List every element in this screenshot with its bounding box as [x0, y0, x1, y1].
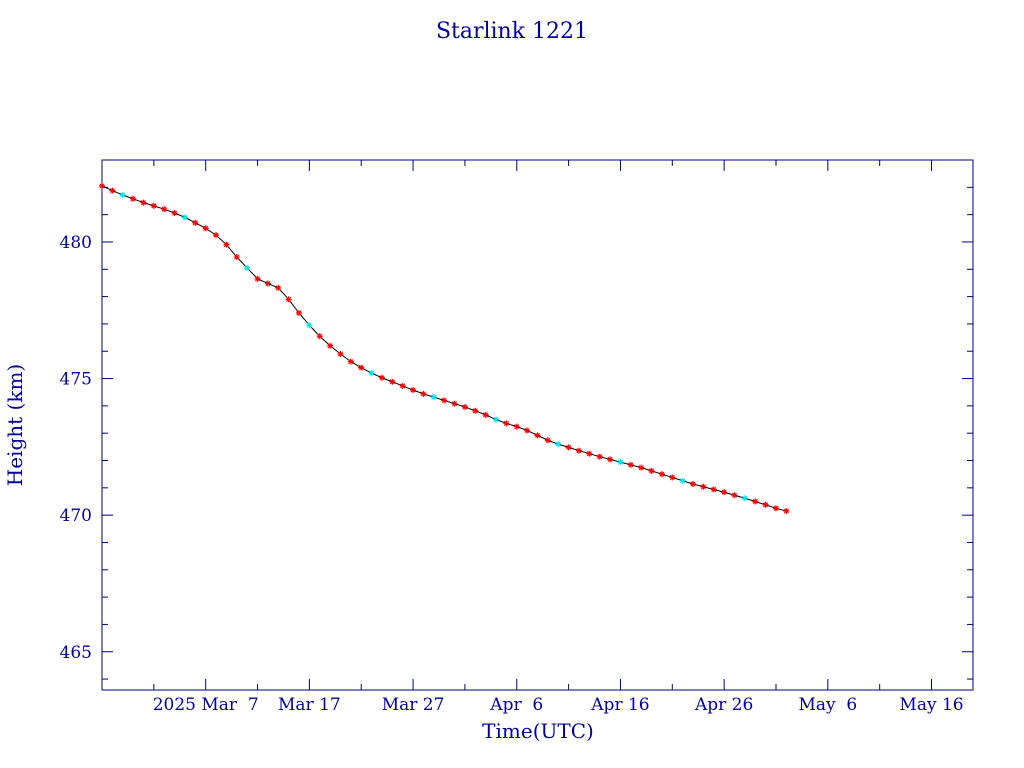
data-point [306, 322, 313, 329]
x-tick-label: Mar 17 [278, 695, 341, 715]
data-point [472, 407, 479, 414]
data-point [772, 505, 779, 512]
data-point [347, 358, 354, 365]
data-point [700, 483, 707, 490]
data-point [171, 210, 178, 216]
data-point [627, 461, 634, 468]
data-point [617, 459, 624, 466]
data-point [264, 280, 271, 287]
data-point [658, 471, 665, 478]
data-point [213, 232, 220, 239]
data-point [534, 432, 541, 439]
data-point [441, 397, 448, 404]
data-point [503, 420, 510, 427]
data-point [119, 191, 126, 198]
data-point [192, 219, 199, 226]
y-tick-label: 470 [60, 506, 92, 526]
data-point [461, 403, 468, 410]
x-axis-label: Time(UTC) [482, 719, 594, 743]
series-points [99, 182, 790, 515]
data-point [762, 501, 769, 508]
data-point [555, 441, 562, 448]
x-tick-label: Apr 16 [590, 695, 649, 715]
data-point [140, 199, 147, 206]
data-point [679, 477, 686, 484]
x-tick-label: Apr 26 [694, 695, 753, 715]
data-point [296, 309, 303, 316]
x-tick-label: Mar 27 [382, 695, 445, 715]
data-point [410, 387, 417, 394]
data-point [565, 444, 572, 451]
data-point [202, 225, 209, 232]
data-point [513, 423, 520, 430]
data-point [337, 350, 344, 357]
x-axis-tick-labels: 2025 Mar 7 Mar 17 Mar 27 Apr 6 Apr 16 Apr 26 M… [153, 695, 964, 715]
data-point [669, 474, 676, 481]
y-tick-label: 465 [60, 643, 92, 663]
y-axis-ticks [102, 159, 973, 680]
data-point [586, 450, 593, 457]
x-tick-label: May 16 [899, 695, 963, 715]
x-tick-label: May 6 [798, 695, 857, 715]
y-tick-label: 475 [60, 370, 92, 390]
data-point [254, 275, 261, 282]
data-point [150, 202, 157, 209]
data-point [741, 495, 748, 502]
series-line [101, 185, 787, 512]
data-point [389, 378, 396, 385]
y-tick-label: 480 [60, 233, 92, 253]
data-point [482, 411, 489, 418]
data-point [161, 206, 168, 213]
x-tick-label: Apr 6 [489, 695, 543, 715]
data-point [399, 382, 406, 389]
data-point [710, 486, 717, 493]
data-point [327, 342, 334, 349]
data-point [181, 214, 188, 221]
chart-title: Starlink 1221 [436, 19, 588, 44]
data-point [575, 447, 582, 454]
data-point [752, 498, 759, 505]
data-point [783, 508, 790, 515]
data-point [378, 374, 385, 381]
data-point [316, 333, 323, 340]
data-point [223, 241, 230, 248]
data-point [596, 453, 603, 460]
data-point [285, 296, 292, 303]
data-point [721, 489, 728, 496]
data-point [524, 427, 531, 434]
x-axis-ticks [101, 160, 933, 690]
data-point [690, 481, 697, 488]
data-point [430, 394, 437, 401]
data-point [358, 364, 365, 371]
data-point [233, 253, 240, 260]
data-point [648, 467, 655, 474]
data-point [275, 284, 282, 291]
y-axis-tick-labels: 465 470 475 480 [60, 233, 92, 663]
data-point [544, 437, 551, 444]
data-point [130, 195, 137, 202]
data-point [368, 370, 375, 377]
x-tick-label: 2025 Mar 7 [153, 695, 259, 715]
data-point [607, 456, 614, 463]
data-point [244, 264, 251, 271]
data-point [99, 182, 105, 189]
plot-area-frame [101, 159, 974, 691]
data-point [109, 187, 116, 194]
data-point [731, 492, 738, 499]
data-point [638, 464, 645, 471]
y-axis-label: Height (km) [3, 364, 27, 486]
data-point [493, 416, 500, 423]
data-point [451, 400, 458, 407]
data-point [420, 390, 427, 397]
